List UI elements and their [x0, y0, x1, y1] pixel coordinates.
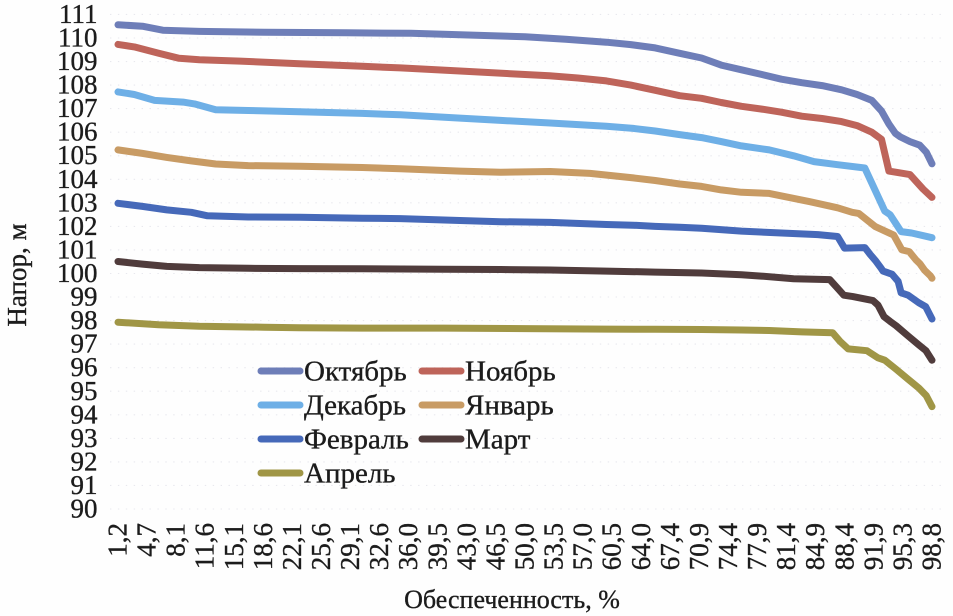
svg-text:43,0: 43,0: [451, 523, 481, 570]
svg-text:108: 108: [57, 70, 98, 100]
svg-text:109: 109: [57, 46, 98, 76]
svg-text:Обеспеченность, %: Обеспеченность, %: [404, 585, 620, 614]
svg-text:4,7: 4,7: [132, 523, 162, 557]
svg-text:77,9: 77,9: [742, 523, 772, 570]
svg-text:Апрель: Апрель: [304, 458, 396, 490]
svg-text:100: 100: [57, 258, 98, 288]
svg-text:95: 95: [71, 376, 98, 406]
svg-text:18,6: 18,6: [248, 523, 278, 570]
svg-text:107: 107: [57, 93, 98, 123]
svg-text:60,5: 60,5: [597, 523, 627, 570]
svg-text:Напор, м: Напор, м: [2, 223, 32, 326]
svg-text:98: 98: [71, 305, 98, 335]
svg-text:102: 102: [57, 211, 98, 241]
svg-text:57,0: 57,0: [568, 523, 598, 570]
svg-text:64,0: 64,0: [626, 523, 656, 570]
svg-text:106: 106: [57, 117, 98, 147]
svg-text:15,1: 15,1: [219, 523, 249, 570]
svg-text:84,9: 84,9: [800, 523, 830, 570]
svg-text:91,9: 91,9: [858, 523, 888, 570]
svg-text:Декабрь: Декабрь: [304, 390, 406, 422]
svg-text:95,3: 95,3: [887, 523, 917, 570]
svg-text:Февраль: Февраль: [304, 424, 409, 456]
svg-text:8,1: 8,1: [161, 523, 191, 557]
svg-text:105: 105: [57, 140, 98, 170]
svg-text:91: 91: [71, 470, 98, 500]
svg-text:96: 96: [71, 352, 98, 382]
svg-text:104: 104: [57, 164, 98, 194]
svg-text:22,1: 22,1: [277, 523, 307, 570]
svg-text:94: 94: [71, 399, 99, 429]
svg-text:29,1: 29,1: [335, 523, 365, 570]
svg-text:97: 97: [71, 329, 98, 359]
svg-text:Ноябрь: Ноябрь: [465, 356, 556, 388]
svg-text:25,6: 25,6: [306, 523, 336, 570]
svg-text:110: 110: [58, 23, 98, 53]
svg-text:74,4: 74,4: [713, 523, 743, 571]
svg-text:50,0: 50,0: [510, 523, 540, 570]
svg-text:81,4: 81,4: [771, 523, 801, 571]
svg-text:39,5: 39,5: [422, 523, 452, 570]
svg-text:99: 99: [71, 282, 98, 312]
svg-text:46,5: 46,5: [480, 523, 510, 570]
svg-text:98,8: 98,8: [917, 523, 947, 570]
svg-text:Март: Март: [465, 424, 531, 456]
svg-text:88,4: 88,4: [829, 523, 859, 571]
svg-text:93: 93: [71, 423, 98, 453]
svg-text:Октябрь: Октябрь: [304, 356, 407, 388]
svg-text:Январь: Январь: [465, 390, 554, 422]
svg-text:90: 90: [71, 494, 98, 524]
svg-text:11,6: 11,6: [190, 523, 220, 569]
svg-text:111: 111: [59, 0, 98, 29]
svg-text:103: 103: [57, 187, 98, 217]
svg-text:101: 101: [57, 234, 98, 264]
svg-text:32,6: 32,6: [364, 523, 394, 570]
svg-text:36,0: 36,0: [393, 523, 423, 570]
svg-text:70,9: 70,9: [684, 523, 714, 570]
svg-text:53,5: 53,5: [539, 523, 569, 570]
svg-text:1,2: 1,2: [103, 523, 133, 557]
svg-text:92: 92: [71, 446, 98, 476]
svg-text:67,4: 67,4: [655, 523, 685, 571]
